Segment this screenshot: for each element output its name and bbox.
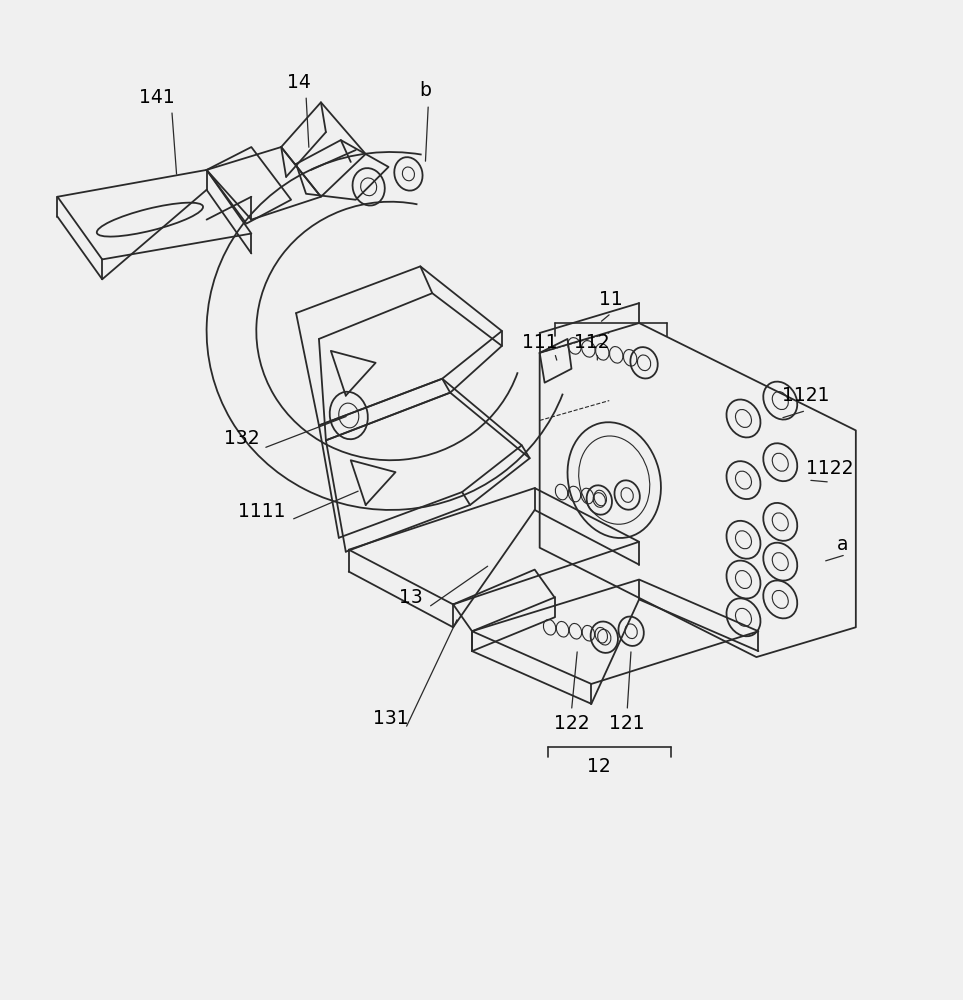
Text: 1121: 1121 <box>782 386 830 405</box>
Text: 131: 131 <box>373 709 408 728</box>
Text: 121: 121 <box>610 714 645 733</box>
Text: 11: 11 <box>599 290 623 309</box>
Text: 111: 111 <box>522 333 558 352</box>
Text: 1111: 1111 <box>238 502 285 521</box>
Text: 14: 14 <box>287 73 311 92</box>
Text: 132: 132 <box>223 429 259 448</box>
Text: a: a <box>837 535 848 554</box>
Text: b: b <box>420 81 431 100</box>
Text: 112: 112 <box>574 333 610 352</box>
Text: 141: 141 <box>139 88 174 107</box>
Text: 13: 13 <box>399 588 423 607</box>
Text: 12: 12 <box>587 757 612 776</box>
Text: 122: 122 <box>554 714 589 733</box>
Text: 1122: 1122 <box>806 459 854 478</box>
